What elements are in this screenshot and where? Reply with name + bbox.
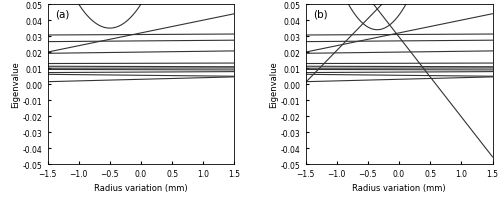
Text: (b): (b) <box>313 10 328 20</box>
Y-axis label: Eigenvalue: Eigenvalue <box>269 61 278 108</box>
X-axis label: Radius variation (mm): Radius variation (mm) <box>352 184 446 193</box>
X-axis label: Radius variation (mm): Radius variation (mm) <box>94 184 188 193</box>
Text: (a): (a) <box>55 10 70 20</box>
Y-axis label: Eigenvalue: Eigenvalue <box>11 61 20 108</box>
